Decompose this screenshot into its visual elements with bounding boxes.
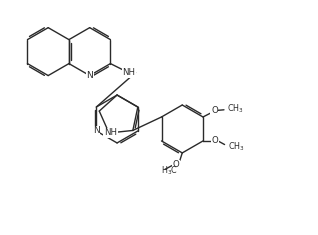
Text: CH$_3$: CH$_3$ [228,140,245,153]
Text: O: O [211,137,218,145]
Text: NH: NH [104,129,117,137]
Text: N: N [93,126,100,136]
Text: O: O [173,161,180,169]
Text: H$_3$C: H$_3$C [161,165,178,177]
Text: O: O [211,106,218,115]
Text: N: N [86,71,93,80]
Text: CH$_3$: CH$_3$ [227,103,244,115]
Text: NH: NH [122,68,135,77]
